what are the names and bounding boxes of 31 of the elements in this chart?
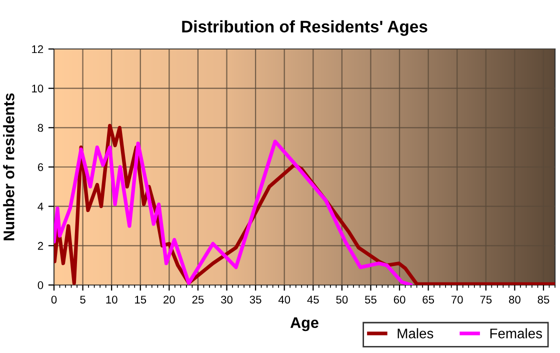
- x-tick-label: 70: [451, 296, 463, 304]
- x-tick-label: 20: [164, 296, 175, 304]
- x-tick-label: 60: [394, 296, 406, 304]
- x-tick-label: 10: [106, 296, 118, 304]
- x-tick-label: 75: [480, 296, 492, 304]
- x-tick-label: 85: [538, 296, 550, 304]
- y-tick-label: 4: [38, 202, 44, 210]
- y-tick-label: 10: [32, 84, 44, 92]
- x-tick-label: 65: [422, 296, 434, 304]
- x-tick-label: 0: [51, 296, 57, 304]
- legend-label: Females: [490, 328, 542, 338]
- x-tick-label: 15: [135, 296, 146, 304]
- x-tick-label: 30: [221, 296, 233, 304]
- chart-title: Distribution of Residents' Ages: [182, 20, 428, 36]
- legend-label: Males: [398, 328, 434, 338]
- x-tick-label: 80: [508, 296, 520, 304]
- x-axis-title: Age: [290, 317, 318, 332]
- y-tick-label: 2: [38, 242, 44, 250]
- x-tick-label: 55: [364, 296, 376, 304]
- x-tick-label: 5: [80, 296, 86, 304]
- x-tick-label: 40: [278, 296, 290, 304]
- x-tick-label: 45: [307, 296, 319, 304]
- x-tick-label: 35: [250, 296, 262, 304]
- x-tick-label: 25: [192, 296, 204, 304]
- y-tick-label: 8: [38, 124, 44, 132]
- y-tick-label: 0: [38, 281, 44, 290]
- x-tick-label: 50: [336, 296, 348, 304]
- line-series: [54, 140, 413, 285]
- y-tick-label: 12: [32, 45, 44, 54]
- y-tick-label: 6: [38, 163, 44, 172]
- y-axis-title: Number of residents: [3, 93, 14, 240]
